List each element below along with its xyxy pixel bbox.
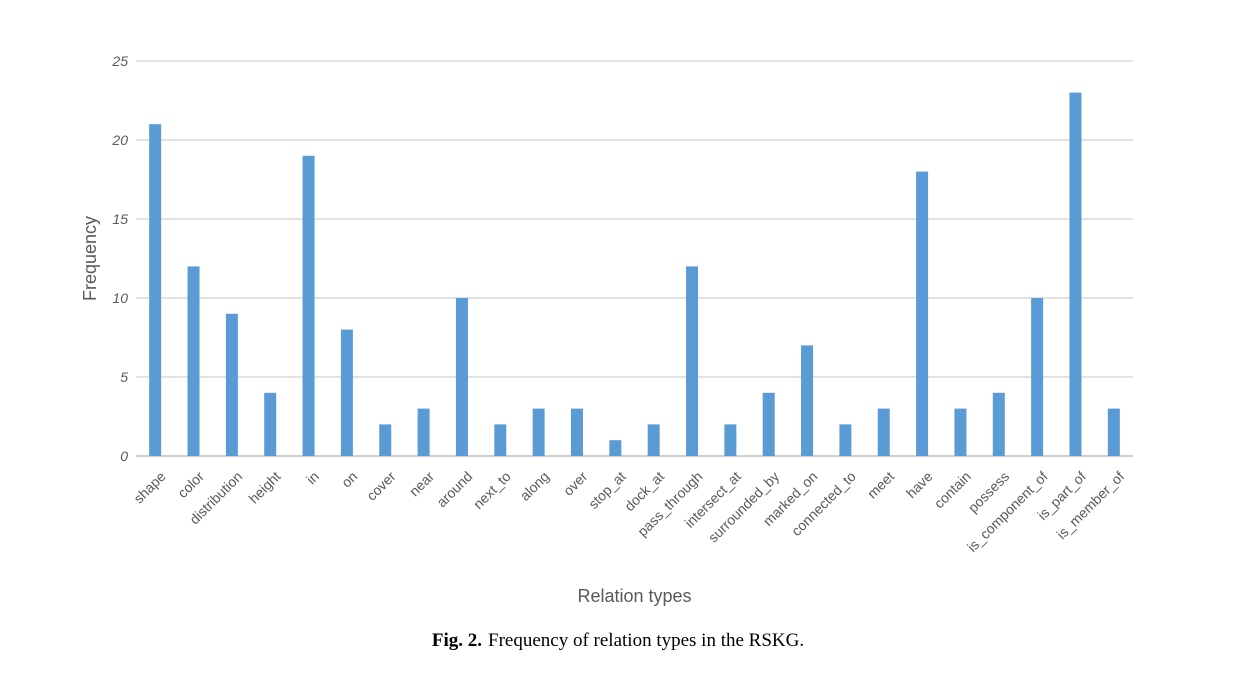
- y-tick-label: 0: [120, 448, 128, 464]
- x-tick-label: color: [174, 468, 207, 501]
- x-tick-label: stop_at: [585, 468, 629, 512]
- bar-dock-at: [647, 424, 660, 456]
- bar-chart: 0 5 10 15 20 25 shape color distribution height i…: [80, 53, 1133, 606]
- x-tick-label: in: [303, 468, 322, 487]
- bar-along: [532, 408, 545, 456]
- y-axis-title: Frequency: [80, 216, 100, 301]
- x-tick-label: height: [245, 468, 283, 506]
- bar-on: [340, 329, 353, 456]
- bar-over: [570, 408, 583, 456]
- bar-height: [264, 392, 277, 456]
- x-tick-label: on: [338, 468, 360, 490]
- bar-shape: [149, 124, 162, 456]
- figure-caption: Fig. 2. Frequency of relation types in th…: [0, 630, 1236, 652]
- x-tick-label: have: [903, 468, 936, 501]
- bar-have: [916, 171, 929, 456]
- x-tick-label: shape: [130, 468, 168, 506]
- bar-near: [417, 408, 430, 456]
- y-tick-label: 5: [120, 369, 128, 385]
- x-tick-label: meet: [864, 468, 897, 501]
- bar-meet: [877, 408, 890, 456]
- y-tick-label: 10: [112, 290, 128, 306]
- x-tick-label: near: [406, 468, 437, 499]
- bar-contain: [954, 408, 967, 456]
- y-tick-label: 25: [111, 53, 128, 69]
- bar-cover: [379, 424, 392, 456]
- bar-intersect-at: [724, 424, 737, 456]
- x-axis-title: Relation types: [577, 586, 691, 606]
- x-tick-label: along: [517, 468, 553, 504]
- figure-label: Fig. 2.: [431, 630, 483, 651]
- bar-stop-at: [609, 440, 622, 456]
- bar-is-component-of: [1031, 298, 1044, 456]
- bar-is-member-of: [1107, 408, 1120, 456]
- bar-distribution: [225, 313, 238, 456]
- x-tick-label: over: [560, 468, 591, 499]
- bar-color: [187, 266, 200, 456]
- bars: [149, 92, 1120, 457]
- bar-in: [302, 155, 315, 457]
- x-tick-label: is_member_of: [1053, 468, 1127, 542]
- y-tick-label: 15: [112, 211, 128, 227]
- x-tick-label: around: [433, 468, 475, 510]
- bar-next-to: [494, 424, 507, 456]
- bar-is-part-of: [1069, 92, 1082, 456]
- bar-marked-on: [801, 345, 814, 456]
- bar-surrounded-by: [762, 392, 775, 456]
- x-tick-label: cover: [363, 468, 399, 504]
- bar-pass-through: [686, 266, 699, 456]
- bar-connected-to: [839, 424, 852, 456]
- bar-around: [455, 298, 468, 456]
- y-tick-label: 20: [111, 132, 128, 148]
- gridlines: [136, 60, 1133, 457]
- bar-possess: [992, 392, 1005, 456]
- y-tick-labels: 0 5 10 15 20 25: [111, 53, 128, 464]
- figure-caption-text: Frequency of relation types in the RSKG.: [488, 630, 805, 651]
- x-tick-label: next_to: [470, 468, 514, 512]
